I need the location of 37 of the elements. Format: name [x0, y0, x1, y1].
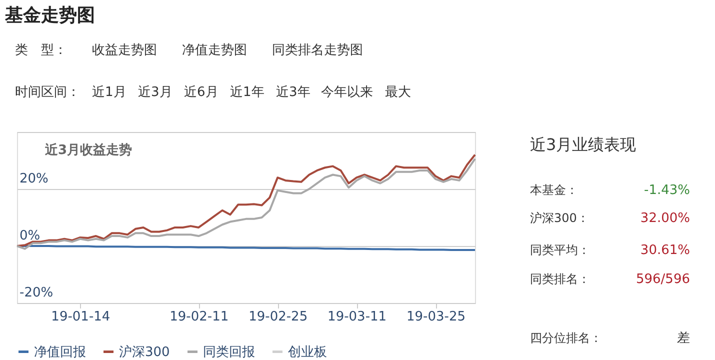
text: 近6月 [184, 85, 218, 100]
text: 近1月 [92, 85, 126, 100]
legend-label: 同类回报 [203, 344, 255, 360]
y-tick-label: 0% [20, 228, 40, 244]
text: 沪深300： [530, 211, 589, 225]
text: 时间区间： [15, 85, 80, 100]
legend-label: 沪深300 [119, 344, 170, 360]
text: 净值走势图 [182, 43, 247, 58]
chart-title: 基金走势图 [4, 5, 95, 26]
text: 30.61% [640, 243, 690, 258]
legend-label: 创业板 [288, 344, 327, 360]
text: 近3月业绩表现 [530, 135, 636, 154]
x-tick-label: 19-02-11 [170, 310, 229, 324]
text: 同类排名走势图 [272, 43, 363, 58]
text: 32.00% [640, 211, 690, 226]
text: 收益走势图 [92, 43, 157, 58]
text: 类 型： [15, 43, 67, 58]
text: 四分位排名： [530, 331, 602, 345]
text: 近3月 [138, 85, 172, 100]
text: 近3年 [276, 85, 310, 100]
text: 同类平均： [530, 243, 590, 257]
x-tick-label: 19-01-14 [51, 310, 110, 324]
text: 596/596 [636, 272, 690, 287]
x-tick-label: 19-03-25 [406, 310, 466, 324]
text: 近3月收益走势 [44, 142, 132, 158]
x-tick-label: 19-03-11 [328, 310, 387, 324]
text: 今年以来 [321, 85, 373, 100]
y-tick-label: 20% [20, 172, 48, 186]
text: 最大 [385, 85, 411, 100]
legend-label: 净值回报 [34, 344, 86, 360]
text: 近1年 [230, 85, 264, 100]
text: -1.43% [644, 183, 690, 198]
y-tick-label: -20% [20, 286, 54, 300]
text: 本基金： [530, 183, 578, 197]
text: 同类排名： [530, 272, 590, 286]
text: 差 [677, 331, 690, 346]
x-tick-label: 19-02-25 [248, 310, 308, 324]
